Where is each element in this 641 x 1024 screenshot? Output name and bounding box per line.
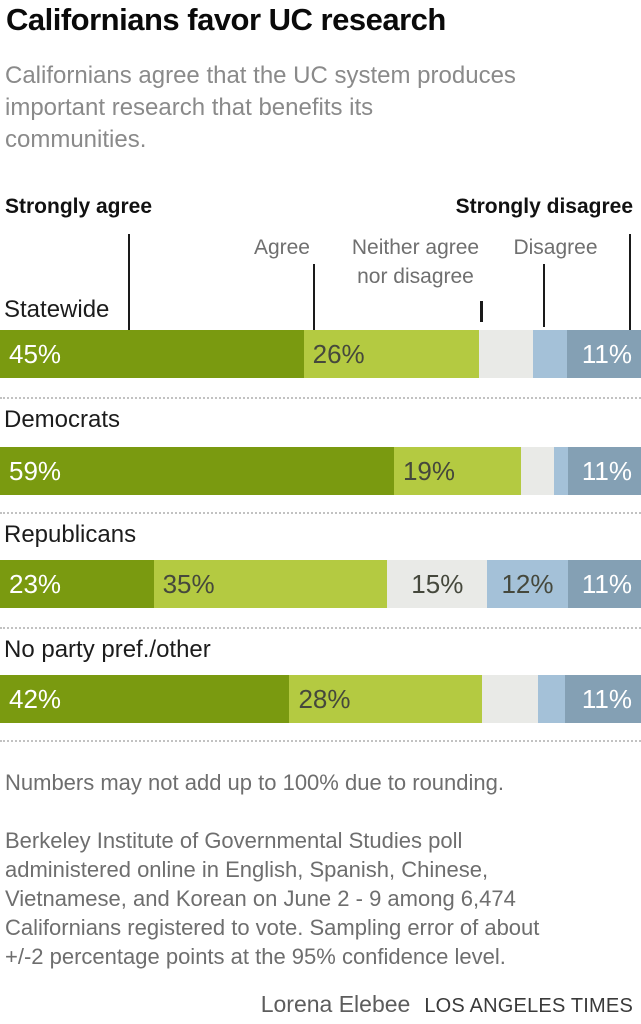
subtitle-line: Californians agree that the UC system pr… [5,62,516,89]
bar-segment-agree: 26% [303,330,480,378]
pointer-line-disagree [543,264,545,327]
footnote: Numbers may not add up to 100% due to ro… [5,770,504,795]
segment-value-label: 12% [501,568,554,599]
source-line: Californians registered to vote. Samplin… [5,915,540,940]
chart-subtitle: Californians agree that the UC system pr… [5,60,516,156]
bar-segment-agree: 28% [289,675,483,723]
page-title: Californians favor UC research [6,2,446,37]
bar-segment-agree: 35% [153,560,388,608]
category-label: Democrats [4,406,121,433]
segment-value-label: 11% [581,568,632,599]
bar-segment-neither: 15% [387,560,488,608]
row-separator [0,740,641,742]
legend-strongly-agree: Strongly agree [5,195,153,218]
pointer-line-neither [480,301,483,322]
subtitle-line: important research that benefits its [5,94,374,121]
source-line: Vietnamese, and Korean on June 2 - 9 amo… [5,886,516,911]
source-line: +/-2 percentage points at the 95% confid… [5,944,506,969]
subtitle-line: communities. [5,126,147,153]
bar-segment-agree: 19% [393,447,521,495]
segment-value-label: 28% [298,683,351,714]
bar-segment-disagree: 12% [487,560,568,608]
segment-value-label: 11% [581,683,632,714]
credit: Lorena Elebee LOS ANGELES TIMES [261,991,633,1018]
bar-segment-disagree [554,447,568,495]
category-label: Statewide [4,296,110,323]
row-separator [0,397,641,399]
legend-neither: Neither agree nor disagree [333,233,498,291]
legend-disagree: Disagree [513,236,598,259]
segment-value-label: 42% [9,683,62,714]
bar-segment-strongly-agree: 42% [0,675,290,723]
source-line: administered online in English, Spanish,… [5,857,489,882]
row-separator [0,512,641,514]
pointer-line-agree [313,264,315,330]
credit-author: Lorena Elebee [260,991,411,1017]
segment-value-label: 19% [402,455,455,486]
bar-segment-strongly-disagree: 11% [565,675,641,723]
category-label: No party pref./other [4,636,211,663]
segment-value-label: 11% [581,455,632,486]
segment-value-label: 11% [581,338,632,369]
bar-segment-strongly-disagree: 11% [566,330,641,378]
bar-segment-strongly-agree: 23% [0,560,154,608]
segment-value-label: 35% [162,568,215,599]
row-separator [0,627,641,629]
legend-agree: Agree [253,236,310,259]
bar-segment-strongly-disagree: 11% [567,560,641,608]
pointer-line-strongly-disagree [629,234,631,330]
segment-value-label: 15% [411,568,464,599]
credit-publication: LOS ANGELES TIMES [424,995,633,1017]
bar-segment-neither [482,675,538,723]
bar-segment-strongly-agree: 59% [0,447,394,495]
bar-segment-disagree [533,330,567,378]
legend-neither-line: Neither agree [351,236,480,259]
bar-segment-strongly-agree: 45% [0,330,304,378]
legend-strongly-disagree: Strongly disagree [455,195,633,218]
segment-value-label: 45% [9,338,62,369]
stacked-bar: 45% 26% 11% [0,330,641,378]
bar-segment-neither [520,447,555,495]
segment-value-label: 23% [9,568,62,599]
bar-segment-neither [479,330,534,378]
bar-segment-strongly-disagree: 11% [567,447,641,495]
stacked-bar: 42% 28% 11% [0,675,641,723]
legend-neither-line: nor disagree [357,265,474,288]
segment-value-label: 59% [9,455,62,486]
pointer-line-strongly-agree [128,234,130,330]
segment-value-label: 26% [312,338,365,369]
stacked-bar: 23% 35% 15% 12% 11% [0,560,641,608]
bar-segment-disagree [537,675,566,723]
source-note: Berkeley Institute of Governmental Studi… [5,826,539,971]
category-label: Republicans [4,521,137,548]
source-line: Berkeley Institute of Governmental Studi… [5,828,463,853]
stacked-bar: 59% 19% 11% [0,447,641,495]
